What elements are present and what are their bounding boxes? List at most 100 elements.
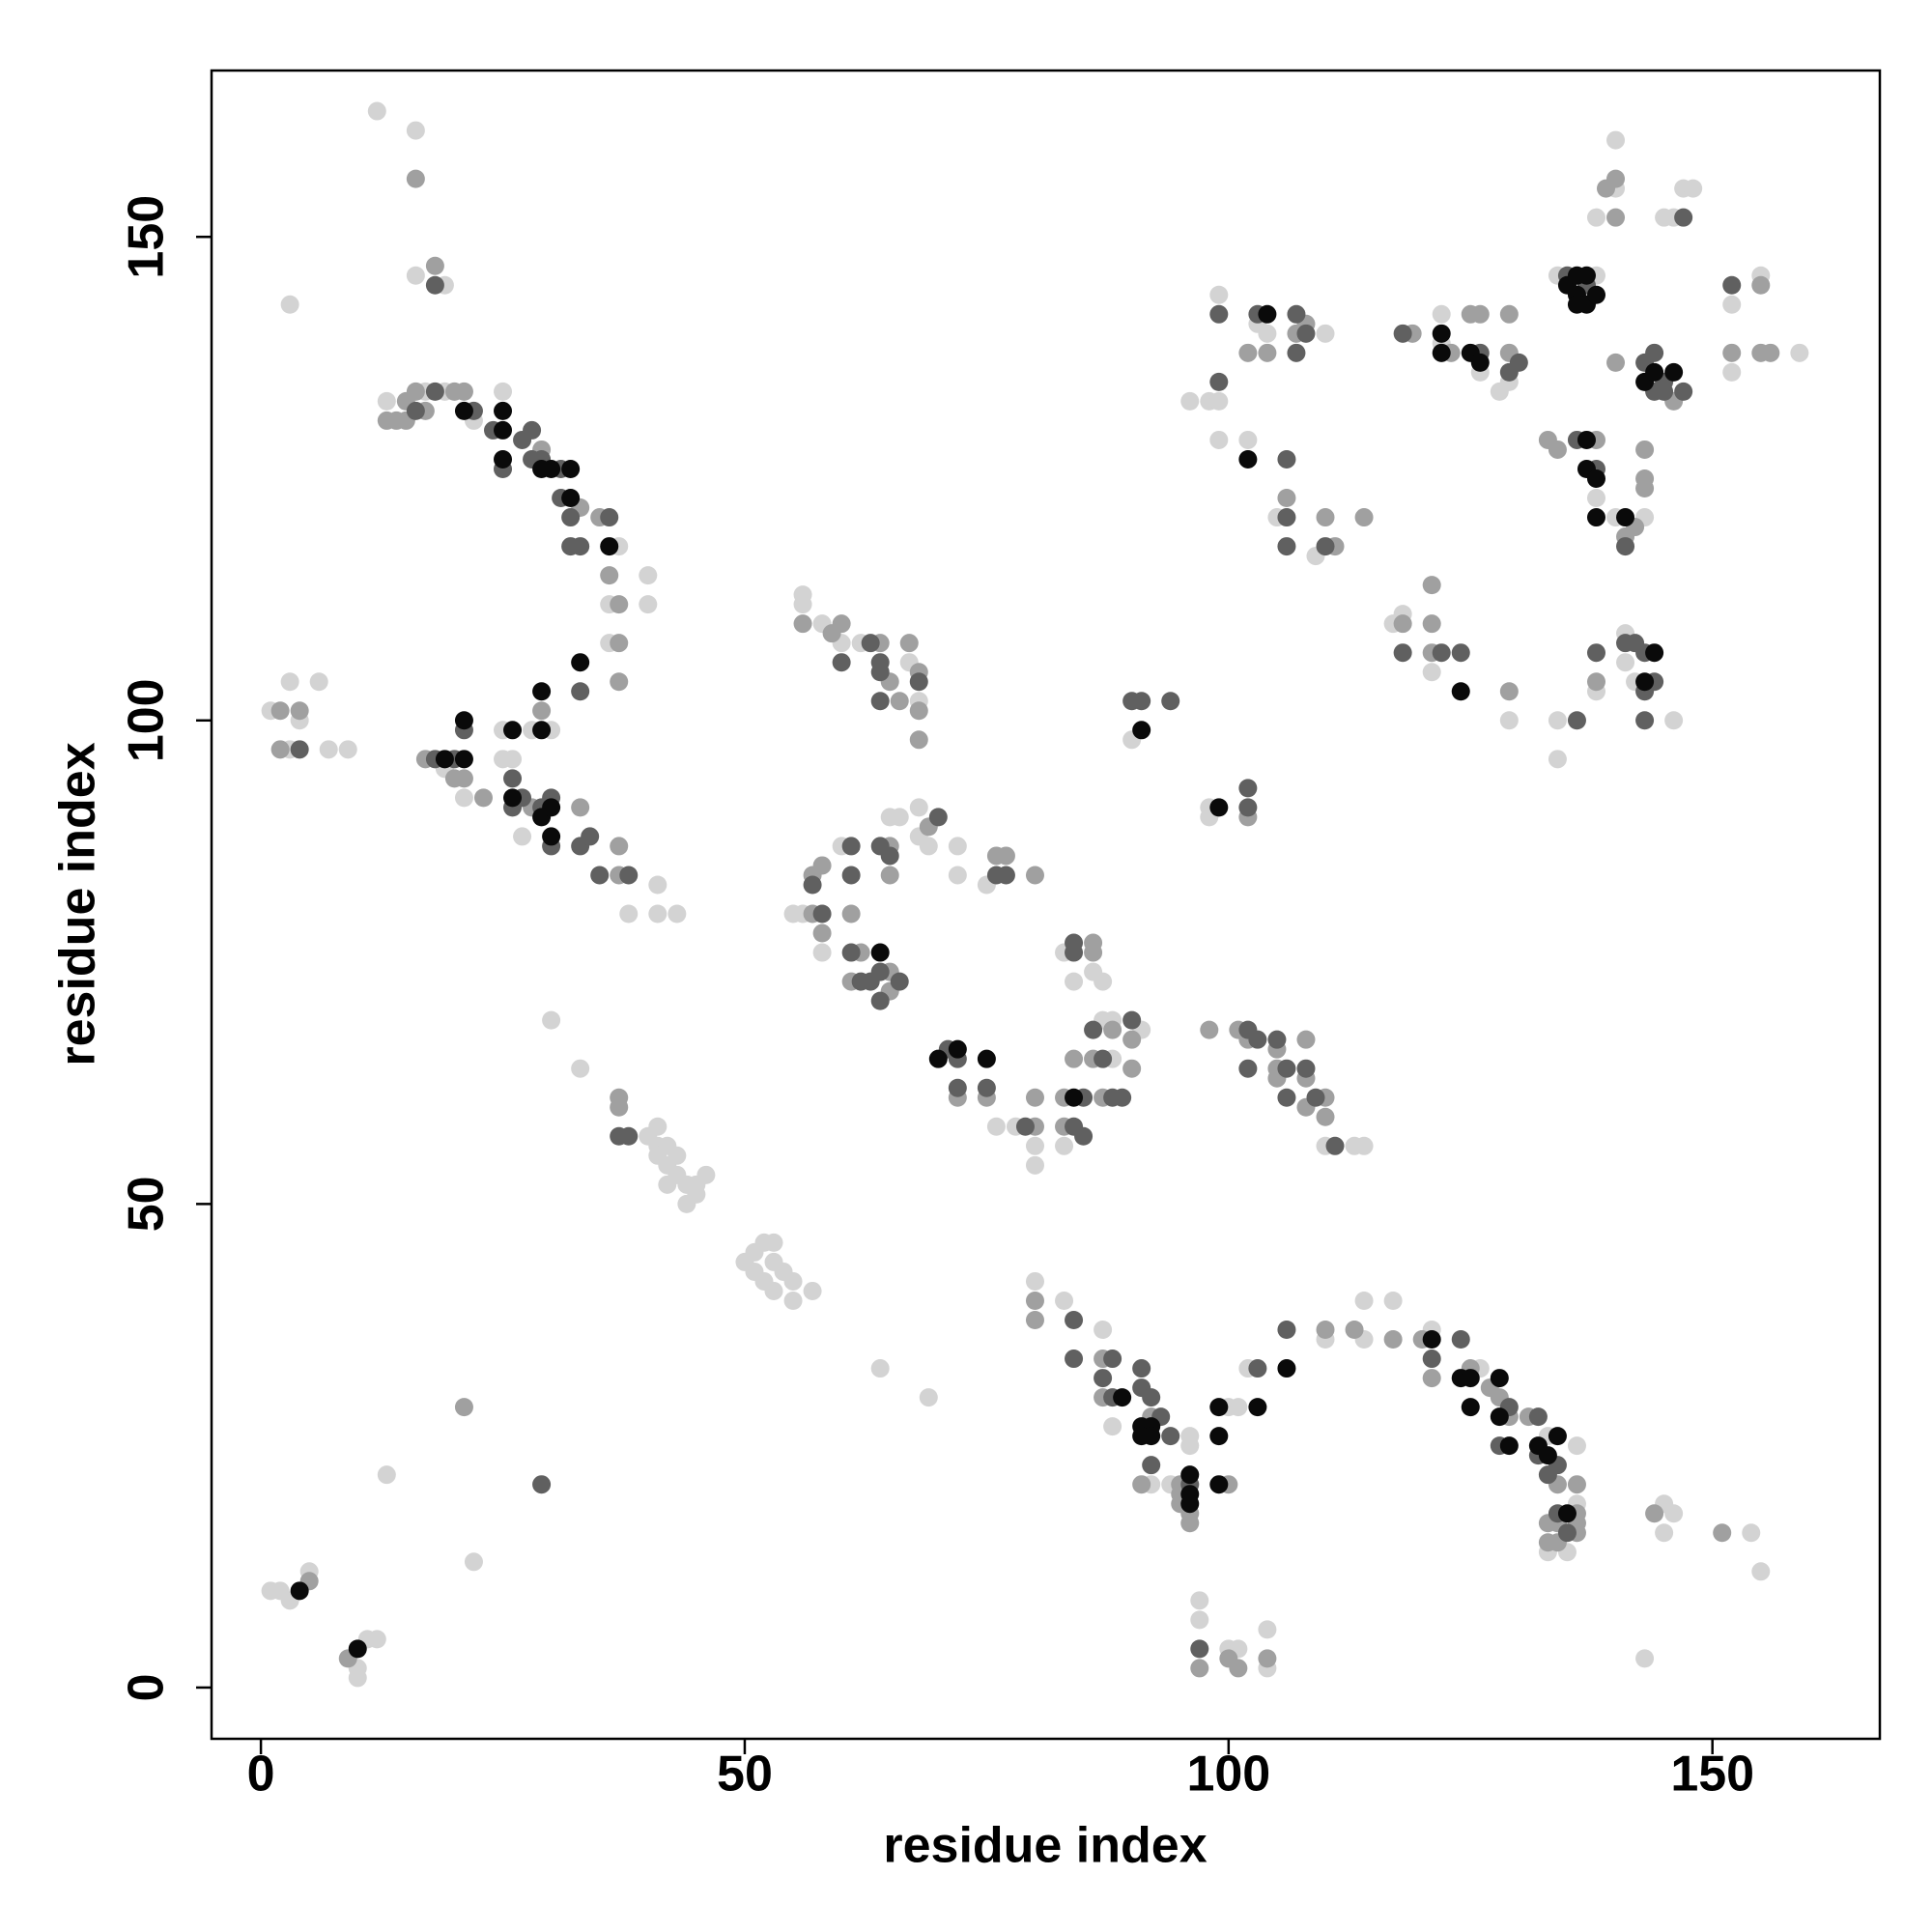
point	[890, 692, 909, 711]
point	[1548, 1427, 1567, 1446]
point	[1538, 1446, 1557, 1465]
point	[1586, 285, 1605, 304]
point	[406, 382, 425, 401]
point	[1761, 343, 1780, 362]
point	[1065, 1088, 1084, 1107]
point	[1567, 295, 1586, 314]
point	[1451, 1330, 1470, 1350]
point	[919, 1388, 938, 1407]
point	[1238, 449, 1258, 469]
point	[1132, 692, 1151, 711]
point	[1606, 208, 1626, 227]
point	[1674, 208, 1693, 227]
point	[1094, 1321, 1113, 1340]
point	[1645, 343, 1664, 362]
point	[1722, 362, 1742, 382]
point	[1422, 576, 1441, 595]
point	[1025, 1088, 1044, 1107]
point	[338, 740, 357, 759]
point	[406, 401, 425, 420]
point	[1296, 324, 1316, 343]
point	[610, 837, 629, 856]
point	[870, 943, 890, 962]
point	[687, 1184, 706, 1204]
x-tick-label: 50	[717, 1747, 773, 1803]
point	[1664, 1504, 1684, 1523]
point	[1180, 391, 1200, 411]
x-tick-label: 0	[247, 1747, 275, 1803]
point	[890, 808, 909, 827]
point	[1248, 1398, 1267, 1417]
point	[406, 121, 425, 140]
point	[919, 837, 938, 856]
point	[1645, 643, 1664, 663]
point	[812, 923, 832, 943]
point	[503, 769, 523, 788]
y-tick-label: 50	[119, 1176, 175, 1232]
point	[841, 837, 861, 856]
point	[1025, 1310, 1044, 1329]
point	[1103, 1350, 1122, 1369]
point	[1354, 1291, 1374, 1310]
point	[1470, 304, 1490, 324]
point	[1499, 1436, 1519, 1456]
point	[1209, 1475, 1229, 1494]
point	[880, 866, 899, 885]
point	[1277, 1359, 1296, 1378]
point	[1325, 1136, 1345, 1155]
point	[841, 866, 861, 885]
point	[1142, 1456, 1161, 1475]
point	[1065, 1350, 1084, 1369]
point	[561, 459, 581, 478]
point	[841, 943, 861, 962]
point	[764, 1233, 783, 1252]
point	[600, 566, 619, 585]
point	[1238, 430, 1258, 449]
point	[1132, 1359, 1151, 1378]
plot-frame	[210, 69, 1882, 1741]
point	[542, 459, 561, 478]
point	[1538, 1465, 1557, 1485]
point	[1751, 1562, 1771, 1581]
point	[1451, 643, 1470, 663]
point	[1229, 1659, 1248, 1678]
point	[1393, 643, 1412, 663]
point	[696, 1165, 716, 1184]
point	[1528, 1407, 1548, 1427]
point	[1277, 1321, 1296, 1340]
point	[1635, 1649, 1655, 1668]
point	[1490, 1407, 1509, 1427]
point	[1103, 1417, 1122, 1436]
point	[1664, 711, 1684, 730]
point	[319, 740, 338, 759]
point	[1277, 508, 1296, 527]
point	[1094, 1049, 1113, 1068]
point	[377, 1465, 396, 1485]
point	[1277, 1059, 1296, 1078]
point	[1296, 1059, 1316, 1078]
point	[1122, 1059, 1142, 1078]
point	[1586, 508, 1605, 527]
point	[928, 1049, 948, 1068]
point	[610, 672, 629, 692]
point	[812, 904, 832, 923]
point	[425, 275, 444, 295]
point	[1287, 304, 1306, 324]
point	[454, 711, 473, 730]
point	[1393, 324, 1412, 343]
point	[639, 566, 658, 585]
point	[1258, 324, 1277, 343]
point	[464, 1552, 483, 1572]
point	[280, 295, 299, 314]
point	[1606, 169, 1626, 188]
point	[1190, 1659, 1209, 1678]
point	[909, 798, 928, 817]
point	[532, 682, 552, 701]
point	[870, 1359, 890, 1378]
point	[1113, 1388, 1132, 1407]
point	[793, 614, 812, 634]
point	[571, 682, 590, 701]
point	[870, 991, 890, 1010]
point	[1461, 1369, 1480, 1388]
point	[503, 721, 523, 740]
